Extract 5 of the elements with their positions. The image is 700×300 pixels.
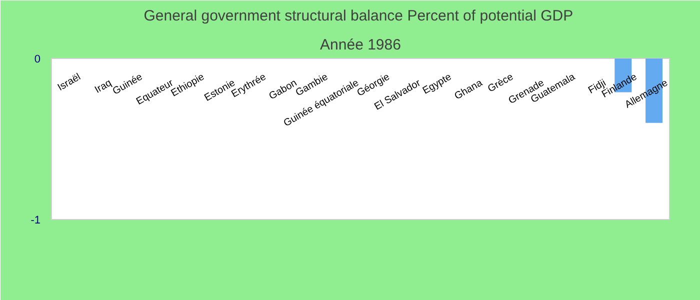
y-tick-label: 0 xyxy=(34,54,41,66)
x-tick-label: Iraq xyxy=(93,78,114,96)
chart-title: General government structural balance Percent of potential GDP xyxy=(144,8,574,24)
y-tick-label: -1 xyxy=(30,214,40,226)
chart-subtitle: Année 1986 xyxy=(320,36,401,54)
